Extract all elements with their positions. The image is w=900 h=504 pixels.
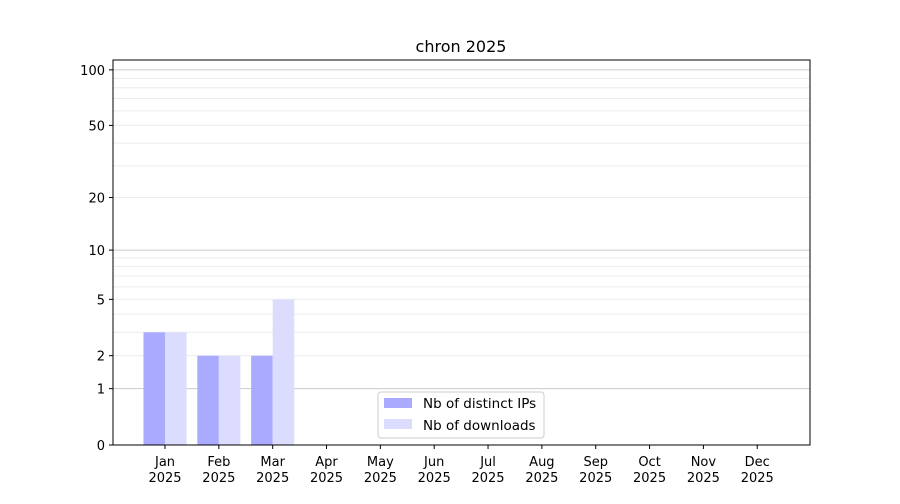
x-tick-label-month: Jun: [423, 455, 444, 470]
x-tick-label-year: 2025: [310, 471, 343, 486]
legend-swatch-ips: [384, 398, 412, 408]
x-tick-label-year: 2025: [148, 471, 181, 486]
x-tick-label-year: 2025: [471, 471, 504, 486]
legend-box: [377, 391, 545, 439]
bar-ips: [251, 355, 273, 445]
x-tick-label-year: 2025: [525, 471, 558, 486]
y-tick-label: 10: [88, 244, 105, 259]
x-tick-label-month: May: [367, 455, 394, 470]
y-axis: 0 1 2 5 10 20 50 100: [80, 64, 113, 454]
x-tick-label-year: 2025: [202, 471, 235, 486]
legend-swatch-downloads: [384, 419, 412, 429]
gridlines: [113, 69, 810, 390]
y-tick-label: 100: [80, 64, 105, 79]
x-tick-label-year: 2025: [256, 471, 289, 486]
bar-downloads: [272, 299, 295, 445]
plot-frame: [112, 59, 811, 446]
legend: Nb of distinct IPs Nb of downloads: [377, 391, 545, 439]
y-tick-label: 20: [88, 192, 105, 207]
x-tick-label-month: Jan: [154, 455, 175, 470]
x-tick-label-year: 2025: [633, 471, 666, 486]
x-tick-label-month: Aug: [529, 455, 554, 470]
bar-downloads: [165, 332, 187, 445]
x-tick-label-month: Nov: [691, 455, 717, 470]
x-tick-label-month: Dec: [745, 455, 770, 470]
x-tick-label-year: 2025: [364, 471, 397, 486]
x-tick-label-year: 2025: [418, 471, 451, 486]
chart-title: chron 2025: [416, 37, 507, 56]
y-tick-label: 1: [97, 383, 105, 398]
x-tick-label-month: Mar: [260, 455, 285, 470]
x-tick-label-year: 2025: [687, 471, 720, 486]
x-tick-label-month: Jul: [479, 455, 496, 470]
x-tick-label-month: Feb: [207, 455, 230, 470]
bar-ips: [143, 332, 166, 445]
x-tick-label-month: Apr: [315, 455, 338, 470]
x-tick-label-year: 2025: [741, 471, 774, 486]
x-axis: Jan2025Feb2025Mar2025Apr2025May2025Jun20…: [148, 445, 774, 486]
y-tick-label: 5: [97, 293, 105, 308]
x-tick-label-month: Oct: [638, 455, 660, 470]
x-tick-label-year: 2025: [579, 471, 612, 486]
legend-label-ips: Nb of distinct IPs: [423, 396, 536, 412]
y-tick-label: 0: [97, 439, 105, 454]
y-tick-label: 50: [88, 119, 105, 134]
legend-label-downloads: Nb of downloads: [423, 418, 536, 434]
bars: [143, 299, 295, 445]
bar-ips: [197, 355, 219, 445]
y-tick-label: 2: [97, 350, 105, 365]
x-tick-label-month: Sep: [583, 455, 608, 470]
bar-downloads: [218, 355, 241, 445]
